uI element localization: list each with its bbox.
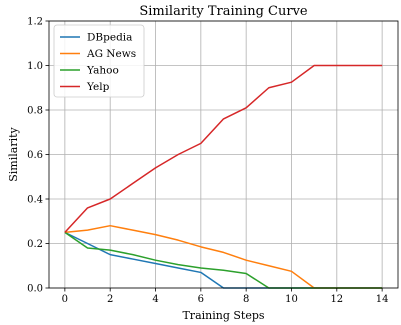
x-tick-label: 6 bbox=[198, 294, 204, 305]
y-axis-label: Similarity bbox=[7, 126, 20, 181]
series-line-dbpedia bbox=[64, 231, 383, 289]
series-line-yahoo bbox=[64, 231, 383, 289]
y-tick-label: 1.2 bbox=[27, 17, 43, 28]
ticks: 0 2 4 6 8 10 12 14 0.0 0.2 0.4 0.6 0.8 1.0 1.2 bbox=[27, 17, 388, 306]
x-tick-label: 12 bbox=[330, 294, 343, 305]
legend-box bbox=[53, 24, 145, 98]
legend-label: DBpedia bbox=[87, 32, 132, 44]
x-tick-label: 10 bbox=[285, 294, 298, 305]
x-tick-label: 8 bbox=[243, 294, 249, 305]
legend: DBpedia AG News Yahoo Yelp bbox=[53, 24, 145, 98]
x-tick-label: 4 bbox=[152, 294, 158, 305]
y-tick-label: 1.0 bbox=[27, 61, 43, 72]
chart-title: Similarity Training Curve bbox=[139, 4, 308, 19]
legend-label: AG News bbox=[86, 48, 136, 60]
series-line-yelp bbox=[64, 64, 383, 233]
y-tick-label: 0.0 bbox=[27, 284, 43, 295]
series-layer bbox=[64, 64, 383, 289]
y-tick-label: 0.4 bbox=[27, 195, 43, 206]
y-tick-label: 0.8 bbox=[27, 106, 43, 117]
x-axis-label: Training Steps bbox=[182, 309, 264, 322]
legend-label: Yelp bbox=[86, 81, 110, 93]
y-tick-label: 0.2 bbox=[27, 239, 43, 250]
x-tick-label: 0 bbox=[62, 294, 68, 305]
y-tick-label: 0.6 bbox=[27, 150, 43, 161]
x-tick-label: 14 bbox=[376, 294, 389, 305]
x-tick-label: 2 bbox=[107, 294, 113, 305]
legend-label: Yahoo bbox=[86, 65, 119, 77]
series-line-ag-news bbox=[64, 224, 383, 289]
